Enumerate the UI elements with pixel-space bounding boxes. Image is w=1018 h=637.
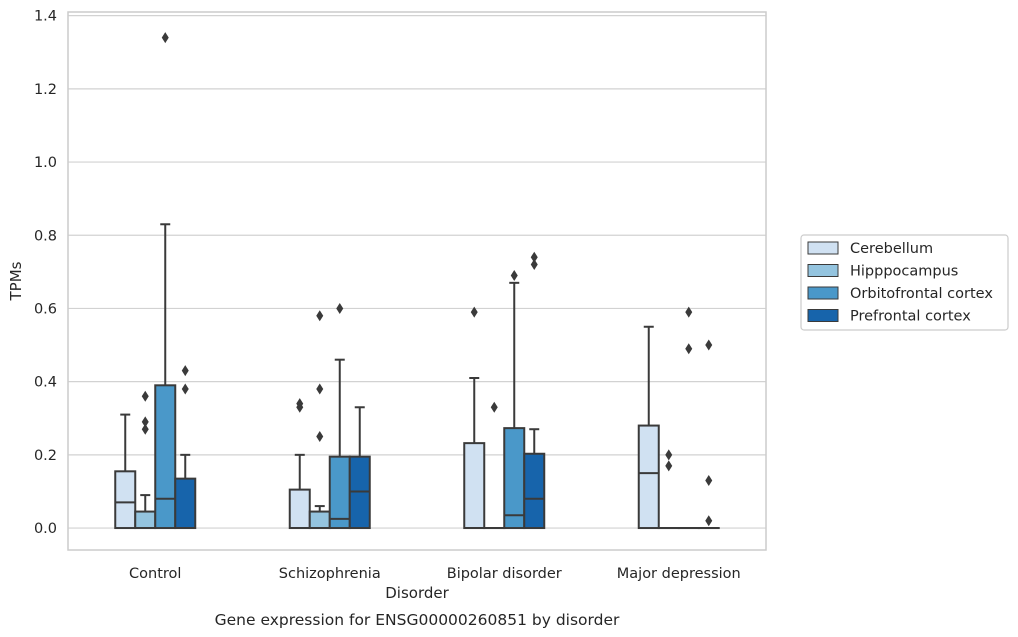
- legend-swatch: [807, 309, 839, 322]
- y-tick-label: 1.0: [34, 155, 57, 171]
- legend-label: Orbitofrontal cortex: [850, 286, 993, 302]
- y-tick-label: 1.2: [34, 82, 57, 98]
- outlier-point: [336, 302, 344, 314]
- outlier-point: [530, 259, 538, 271]
- outlier-point: [510, 270, 518, 282]
- chart-caption: Gene expression for ENSG00000260851 by d…: [215, 611, 620, 629]
- y-axis-label: TPMs: [7, 261, 25, 301]
- y-tick-label: 0.6: [34, 301, 57, 317]
- outlier-point: [665, 460, 673, 472]
- outlier-point: [705, 515, 713, 527]
- outlier-point: [316, 383, 324, 395]
- legend: Cerebellum Hipppocampus Orbitofrontal cort…: [800, 234, 1009, 331]
- outlier-point: [685, 306, 693, 318]
- x-axis-label: Disorder: [385, 584, 449, 602]
- y-tick-label: 0.0: [34, 521, 57, 537]
- box-prefrontal-cortex: [174, 365, 197, 530]
- x-tick-label: Bipolar disorder: [447, 566, 562, 582]
- y-tick-label: 0.4: [34, 375, 57, 391]
- legend-swatch: [807, 241, 839, 255]
- outlier-point: [316, 310, 324, 322]
- legend-frame: [800, 234, 1009, 331]
- x-tick-label: Major depression: [617, 566, 741, 582]
- box-prefrontal-cortex: [697, 339, 720, 530]
- box-cerebellum: [637, 325, 660, 530]
- outlier-point: [161, 32, 169, 44]
- legend-label: Prefrontal cortex: [850, 309, 971, 325]
- x-tick-label: Control: [129, 566, 181, 582]
- outlier-point: [685, 343, 693, 355]
- box-hipppocampus: [483, 401, 506, 530]
- box-orbitofrontal-cortex: [154, 32, 177, 530]
- box-hipppocampus: [134, 390, 157, 530]
- box-cerebellum: [463, 306, 486, 530]
- outlier-point: [665, 449, 673, 461]
- box-body: [463, 442, 486, 530]
- y-tick-label: 1.4: [34, 9, 57, 25]
- outlier-point: [181, 383, 189, 395]
- outlier-point: [296, 398, 304, 410]
- outlier-point: [141, 416, 149, 428]
- box-body: [308, 510, 331, 530]
- outlier-point: [490, 401, 498, 413]
- box-body: [154, 384, 177, 530]
- box-body: [328, 455, 351, 530]
- box-body: [523, 452, 546, 530]
- y-tick-label: 0.2: [34, 448, 57, 464]
- box-body: [503, 427, 526, 530]
- y-tick-label: 0.8: [34, 228, 57, 244]
- outlier-point: [705, 474, 713, 486]
- outlier-point: [530, 251, 538, 263]
- box-cerebellum: [114, 413, 137, 530]
- legend-label: Cerebellum: [850, 241, 933, 257]
- box-prefrontal-cortex: [348, 406, 371, 530]
- box-body: [174, 477, 197, 530]
- outlier-point: [181, 365, 189, 377]
- legend-label: Hipppocampus: [850, 264, 958, 280]
- x-tick-label: Schizophrenia: [279, 566, 381, 582]
- plot-frame: [67, 11, 767, 551]
- outlier-point: [705, 339, 713, 351]
- box-body: [637, 424, 660, 530]
- legend-swatch: [807, 264, 839, 277]
- outlier-point: [141, 423, 149, 435]
- outlier-point: [470, 306, 478, 318]
- box-body: [134, 510, 157, 530]
- outlier-point: [316, 431, 324, 443]
- box-cerebellum: [288, 398, 311, 530]
- box-hipppocampus: [657, 449, 680, 530]
- box-prefrontal-cortex: [523, 251, 546, 530]
- box-body: [288, 488, 311, 530]
- box-body: [114, 470, 137, 530]
- legend-swatch: [807, 286, 839, 300]
- outlier-point: [141, 390, 149, 402]
- box-hipppocampus: [308, 310, 331, 530]
